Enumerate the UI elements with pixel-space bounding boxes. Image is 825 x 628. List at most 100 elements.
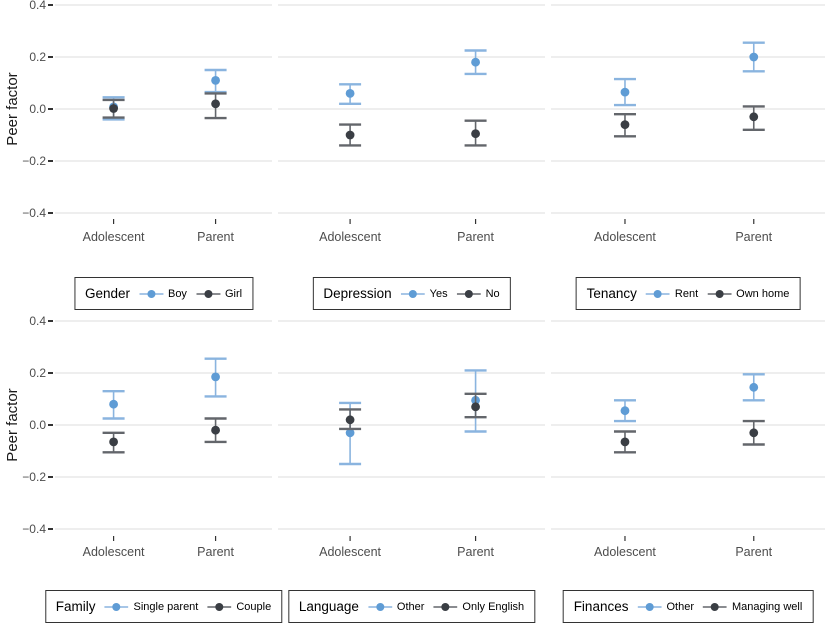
legend-item: No bbox=[456, 287, 500, 301]
legend-key-managing-well-icon bbox=[702, 602, 727, 611]
x-tick-label: Parent bbox=[735, 545, 773, 559]
panel-depression bbox=[278, 4, 545, 224]
y-axis-tick bbox=[48, 108, 53, 110]
legend-key-girl-icon bbox=[195, 289, 220, 298]
legend-item: Own home bbox=[707, 287, 789, 301]
legend-item: Managing well bbox=[702, 600, 803, 614]
x-tick-label: Adolescent bbox=[82, 545, 145, 559]
point-estimate bbox=[620, 406, 630, 416]
y-tick-label: 0.4 bbox=[29, 0, 46, 12]
x-tick-label: Adolescent bbox=[319, 230, 381, 244]
y-axis-tick bbox=[48, 476, 53, 478]
legend-key-couple-icon bbox=[207, 602, 232, 611]
legend-label: Girl bbox=[224, 287, 243, 300]
point-estimate bbox=[345, 415, 355, 425]
legend-item: Other bbox=[637, 600, 694, 614]
point-estimate bbox=[749, 428, 759, 438]
point-estimate bbox=[620, 120, 630, 129]
y-axis-tick bbox=[48, 372, 53, 374]
point-estimate bbox=[749, 382, 759, 392]
point-estimate bbox=[109, 399, 118, 409]
y-tick-label: 0.0 bbox=[29, 102, 46, 116]
x-tick-label: Parent bbox=[457, 545, 494, 559]
legend-label: Rent bbox=[674, 287, 699, 300]
legend-title: Family bbox=[55, 599, 96, 614]
point-estimate bbox=[345, 428, 355, 438]
legend-key-own-home-icon bbox=[707, 289, 732, 298]
y-axis-tick bbox=[48, 424, 53, 426]
panel-tenancy bbox=[551, 4, 825, 224]
legend-key-other-icon bbox=[637, 602, 662, 611]
legend-label: Only English bbox=[462, 600, 525, 613]
y-axis-tick bbox=[48, 212, 53, 214]
x-tick-label: Adolescent bbox=[82, 230, 145, 244]
y-axis-tick bbox=[48, 160, 53, 162]
y-axis-tick bbox=[48, 4, 53, 6]
legend-key-other-icon bbox=[367, 602, 392, 611]
panel-finances bbox=[551, 320, 825, 541]
point-estimate bbox=[211, 425, 220, 435]
legend-box-finances: Finances Other Managing well bbox=[562, 590, 814, 623]
point-estimate bbox=[211, 76, 220, 85]
legend-label: Own home bbox=[736, 287, 790, 300]
x-tick-label: Parent bbox=[197, 230, 234, 244]
point-estimate bbox=[471, 402, 480, 412]
legend-title: Finances bbox=[573, 599, 629, 614]
legend-title: Language bbox=[298, 599, 359, 614]
y-tick-label: −0.2 bbox=[22, 154, 46, 168]
legend-label: Other bbox=[396, 600, 425, 613]
y-tick-label: −0.4 bbox=[22, 522, 46, 536]
legend-item: Girl bbox=[195, 287, 243, 301]
point-estimate bbox=[471, 129, 480, 139]
point-estimate bbox=[211, 372, 220, 382]
legend-label: Yes bbox=[429, 287, 448, 300]
point-estimate bbox=[109, 437, 118, 447]
x-tick-label: Adolescent bbox=[594, 545, 656, 559]
legend-box-tenancy: Tenancy Rent Own home bbox=[575, 277, 801, 310]
legend-label: Other bbox=[666, 600, 694, 613]
point-estimate bbox=[345, 89, 355, 98]
legend-key-boy-icon bbox=[138, 289, 163, 298]
point-estimate bbox=[471, 57, 480, 67]
legend-label: Managing well bbox=[731, 600, 803, 613]
point-estimate bbox=[345, 130, 355, 140]
y-axis-tick bbox=[48, 56, 53, 58]
legend-key-only-english-icon bbox=[433, 602, 458, 611]
legend-item: Other bbox=[367, 600, 425, 614]
y-axis-tick bbox=[48, 528, 53, 530]
legend-box-depression: Depression Yes No bbox=[312, 277, 511, 310]
y-tick-label: 0.2 bbox=[29, 50, 46, 64]
legend-title: Gender bbox=[84, 286, 130, 301]
point-estimate bbox=[749, 52, 759, 62]
legend-title: Tenancy bbox=[586, 286, 637, 301]
y-axis-tick bbox=[48, 320, 53, 322]
y-tick-label: 0.0 bbox=[29, 418, 46, 432]
legend-label: Couple bbox=[236, 600, 272, 613]
y-tick-label: −0.4 bbox=[22, 206, 46, 220]
legend-item: Couple bbox=[207, 600, 271, 614]
point-estimate bbox=[749, 112, 759, 122]
legend-item: Rent bbox=[645, 287, 699, 301]
point-estimate bbox=[620, 87, 630, 97]
legend-title: Depression bbox=[323, 286, 392, 301]
legend-key-yes-icon bbox=[400, 289, 425, 298]
x-tick-label: Parent bbox=[735, 230, 773, 244]
legend-box-family: Family Single parent Couple bbox=[44, 590, 283, 623]
legend-item: Only English bbox=[433, 600, 524, 614]
legend-item: Boy bbox=[138, 287, 187, 301]
legend-key-single-parent-icon bbox=[104, 602, 129, 611]
x-tick-label: Parent bbox=[457, 230, 494, 244]
panel-language bbox=[278, 320, 545, 541]
x-tick-label: Parent bbox=[197, 545, 234, 559]
legend-box-language: Language Other Only English bbox=[287, 590, 536, 623]
legend-label: No bbox=[485, 287, 500, 300]
point-estimate bbox=[211, 99, 220, 109]
y-tick-label: −0.2 bbox=[22, 470, 46, 484]
legend-item: Single parent bbox=[104, 600, 198, 614]
y-tick-label: 0.2 bbox=[29, 366, 46, 380]
legend-key-rent-icon bbox=[645, 289, 670, 298]
legend-box-gender: Gender Boy Girl bbox=[73, 277, 254, 310]
panel-gender bbox=[55, 4, 272, 224]
legend-label: Boy bbox=[167, 287, 187, 300]
